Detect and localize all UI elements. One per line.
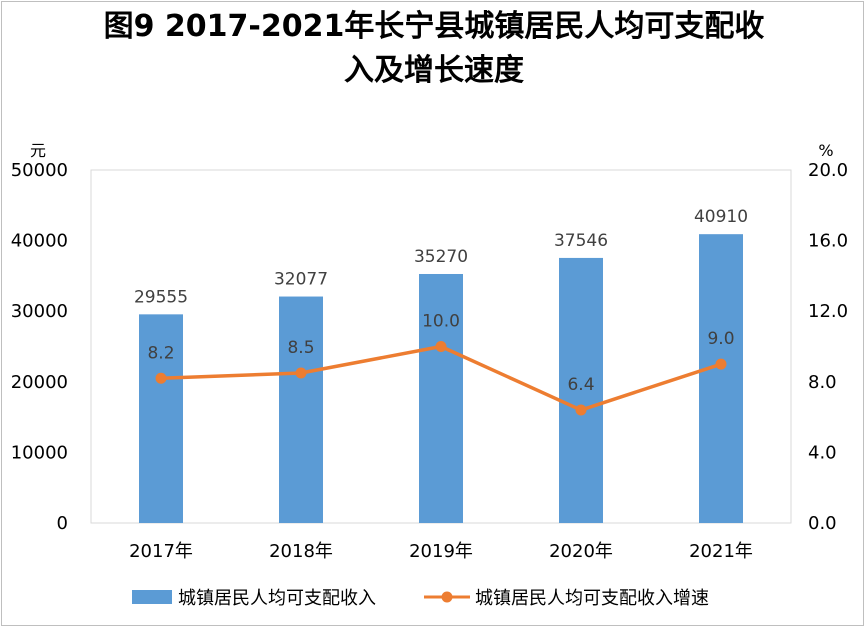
- category-label: 2018年: [269, 541, 333, 562]
- right-tick-label: 0.0: [808, 513, 837, 534]
- bar: [279, 296, 323, 523]
- bar-value-label: 40910: [694, 207, 748, 227]
- line-labels: 8.2 8.5 10.0 6.4 9.0: [147, 312, 734, 396]
- left-tick-label: 20000: [11, 372, 68, 393]
- legend-line-marker: [441, 591, 453, 603]
- bar-value-label: 29555: [134, 287, 188, 307]
- left-tick-label: 50000: [11, 160, 68, 181]
- line-value-label: 8.5: [287, 338, 314, 358]
- right-axis-unit: %: [818, 141, 833, 160]
- bar-value-label: 37546: [554, 231, 608, 251]
- left-tick-label: 30000: [11, 301, 68, 322]
- bar: [699, 234, 743, 523]
- legend-bar-label: 城镇居民人均可支配收入: [178, 588, 376, 609]
- bar-labels: 29555 32077 35270 37546 40910: [134, 207, 748, 307]
- legend-bar-swatch: [132, 590, 172, 604]
- left-tick-label: 40000: [11, 231, 68, 252]
- right-axis: 0.0 4.0 8.0 12.0 16.0 20.0: [808, 160, 848, 534]
- bar: [559, 257, 603, 523]
- line-point: [575, 404, 587, 416]
- legend-line-label: 城镇居民人均可支配收入增速: [475, 588, 709, 609]
- line-series: [155, 341, 727, 416]
- line-value-label: 6.4: [567, 375, 594, 395]
- legend: 城镇居民人均可支配收入 城镇居民人均可支配收入增速: [132, 588, 709, 609]
- chart-title-line-1: 图9 2017-2021年长宁县城镇居民人均可支配收: [104, 9, 765, 44]
- line-point: [435, 341, 447, 352]
- category-label: 2019年: [409, 541, 473, 562]
- category-label: 2020年: [549, 541, 613, 562]
- right-tick-label: 8.0: [808, 372, 837, 393]
- left-axis: 0 10000 20000 30000 40000 50000: [11, 160, 68, 534]
- line-value-label: 10.0: [422, 312, 460, 332]
- category-label: 2021年: [689, 541, 753, 562]
- left-axis-unit: 元: [30, 141, 46, 160]
- right-tick-label: 20.0: [808, 160, 848, 181]
- bar-value-label: 35270: [414, 247, 468, 267]
- line-point: [295, 367, 307, 379]
- right-tick-label: 12.0: [808, 301, 848, 322]
- left-tick-label: 10000: [11, 442, 68, 463]
- chart-title-line-2: 入及增长速度: [344, 53, 524, 88]
- line-value-label: 8.2: [147, 343, 174, 363]
- line-value-label: 9.0: [707, 329, 734, 349]
- bar-series: [139, 234, 743, 523]
- left-tick-label: 0: [57, 513, 68, 534]
- right-tick-label: 4.0: [808, 442, 837, 463]
- bar: [139, 314, 183, 523]
- category-label: 2017年: [129, 541, 193, 562]
- x-axis: 2017年 2018年 2019年 2020年 2021年: [129, 541, 753, 562]
- right-tick-label: 16.0: [808, 231, 848, 252]
- bar: [419, 273, 463, 523]
- line-point: [715, 358, 727, 370]
- bar-value-label: 32077: [274, 270, 328, 290]
- line-point: [155, 372, 167, 384]
